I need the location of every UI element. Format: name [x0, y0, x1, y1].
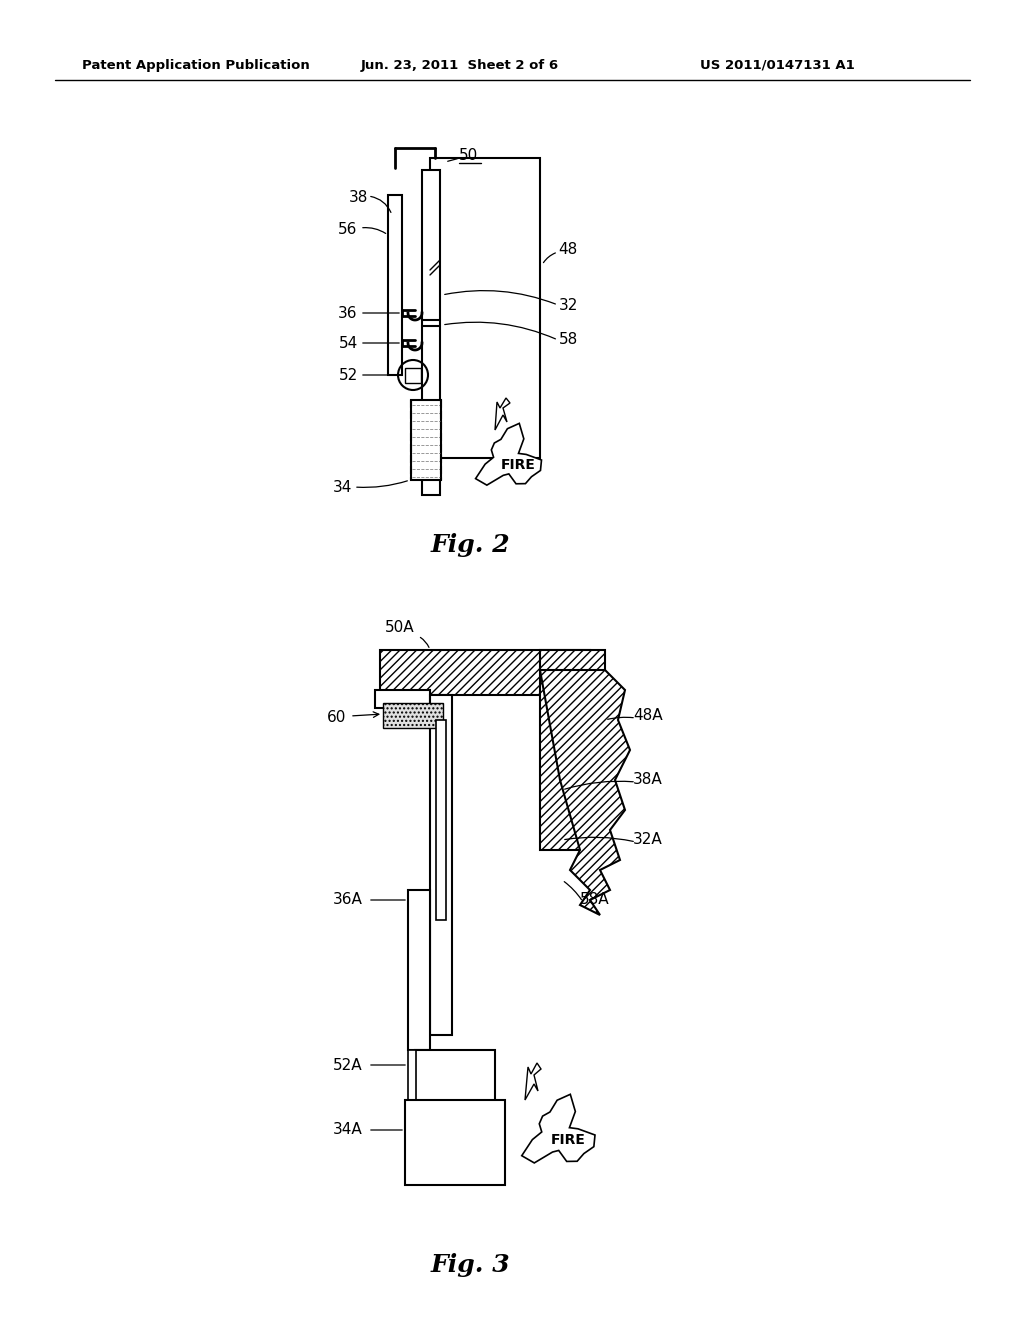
Bar	[383, 704, 443, 729]
Bar	[430, 696, 452, 1035]
Text: 60: 60	[328, 710, 347, 725]
Polygon shape	[522, 1094, 595, 1163]
Text: 36A: 36A	[333, 892, 362, 908]
Text: US 2011/0147131 A1: US 2011/0147131 A1	[700, 58, 855, 71]
Polygon shape	[495, 399, 510, 430]
Bar	[415, 1049, 495, 1105]
Polygon shape	[540, 671, 630, 915]
Text: 38: 38	[348, 190, 368, 205]
Bar	[408, 890, 430, 1049]
Text: 56: 56	[338, 223, 357, 238]
Text: 48: 48	[558, 243, 578, 257]
Bar	[540, 649, 605, 850]
Bar	[411, 400, 441, 480]
Bar	[436, 719, 446, 920]
Text: 54: 54	[338, 335, 357, 351]
Bar	[388, 195, 402, 375]
Text: 50A: 50A	[385, 619, 415, 635]
Bar	[422, 170, 440, 495]
Text: 50: 50	[459, 148, 477, 162]
Text: Fig. 2: Fig. 2	[430, 533, 510, 557]
Polygon shape	[525, 1063, 541, 1100]
Text: 34A: 34A	[333, 1122, 362, 1138]
Text: FIRE: FIRE	[501, 458, 536, 473]
Text: 58: 58	[558, 333, 578, 347]
Bar	[406, 1100, 505, 1185]
Text: Fig. 3: Fig. 3	[430, 1253, 510, 1276]
Text: 52: 52	[338, 367, 357, 383]
Bar	[375, 690, 430, 708]
Text: 32A: 32A	[633, 833, 663, 847]
Bar	[380, 649, 590, 696]
Text: 32: 32	[558, 297, 578, 313]
Bar	[408, 1049, 416, 1105]
Text: 48A: 48A	[633, 708, 663, 722]
Bar	[430, 158, 540, 458]
Text: 38A: 38A	[633, 772, 663, 788]
Text: FIRE: FIRE	[551, 1133, 586, 1147]
Text: 58A: 58A	[581, 892, 610, 908]
Text: 36: 36	[338, 305, 357, 321]
Polygon shape	[475, 424, 542, 486]
Text: Patent Application Publication: Patent Application Publication	[82, 58, 309, 71]
Text: 34: 34	[333, 480, 351, 495]
Text: Jun. 23, 2011  Sheet 2 of 6: Jun. 23, 2011 Sheet 2 of 6	[360, 58, 559, 71]
Text: 52A: 52A	[333, 1057, 362, 1072]
Bar	[406, 368, 421, 383]
